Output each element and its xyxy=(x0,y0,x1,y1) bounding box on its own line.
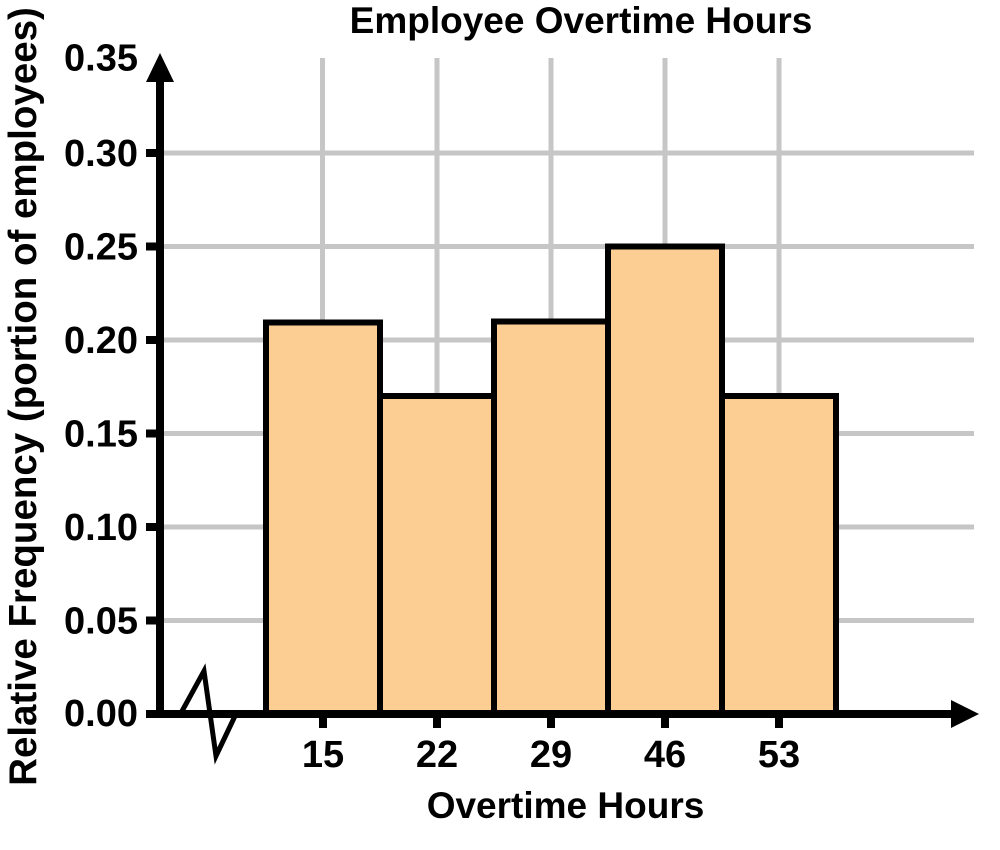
svg-text:Relative Frequency (portion of: Relative Frequency (portion of employees… xyxy=(2,7,45,786)
svg-text:0.10: 0.10 xyxy=(64,507,138,549)
svg-text:0.15: 0.15 xyxy=(64,414,138,456)
svg-text:53: 53 xyxy=(758,734,800,776)
svg-text:29: 29 xyxy=(530,734,572,776)
svg-text:15: 15 xyxy=(302,734,344,776)
svg-text:Employee Overtime Hours: Employee Overtime Hours xyxy=(350,0,813,41)
svg-text:0.00: 0.00 xyxy=(64,693,138,735)
svg-text:0.30: 0.30 xyxy=(64,133,138,175)
svg-text:0.25: 0.25 xyxy=(64,227,138,269)
svg-text:46: 46 xyxy=(644,734,686,776)
svg-text:Overtime Hours: Overtime Hours xyxy=(427,785,705,826)
svg-text:0.20: 0.20 xyxy=(64,320,138,362)
svg-text:0.35: 0.35 xyxy=(64,38,138,80)
svg-text:0.05: 0.05 xyxy=(64,601,138,643)
svg-text:22: 22 xyxy=(416,734,458,776)
